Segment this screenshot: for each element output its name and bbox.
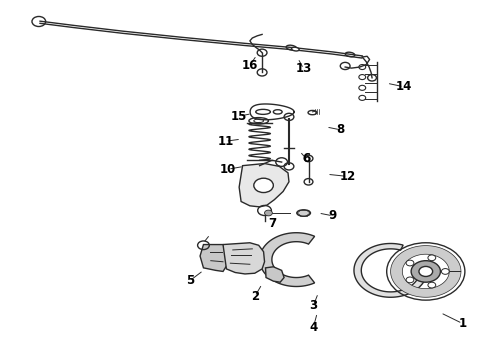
Circle shape [441, 269, 449, 274]
Text: 3: 3 [309, 299, 318, 312]
Text: 13: 13 [295, 62, 312, 75]
Circle shape [411, 261, 441, 282]
Ellipse shape [256, 109, 270, 114]
Polygon shape [260, 233, 315, 287]
Polygon shape [391, 246, 461, 297]
Polygon shape [223, 243, 265, 274]
Text: 16: 16 [242, 59, 258, 72]
Circle shape [265, 210, 272, 216]
Text: 2: 2 [251, 290, 259, 303]
Text: 15: 15 [231, 110, 247, 123]
Text: 14: 14 [395, 80, 412, 93]
Text: 9: 9 [329, 210, 337, 222]
Polygon shape [354, 243, 425, 297]
Circle shape [428, 255, 436, 261]
Circle shape [254, 178, 273, 193]
Ellipse shape [297, 210, 311, 216]
Ellipse shape [292, 47, 299, 51]
Text: 11: 11 [218, 135, 234, 148]
Polygon shape [239, 163, 289, 207]
Text: 8: 8 [336, 123, 344, 136]
Text: 1: 1 [458, 317, 466, 330]
Text: 12: 12 [340, 170, 356, 183]
Polygon shape [200, 244, 233, 271]
Text: 4: 4 [309, 320, 318, 333]
Text: 6: 6 [302, 152, 310, 165]
Text: 10: 10 [220, 163, 236, 176]
Circle shape [419, 266, 433, 276]
Circle shape [406, 277, 414, 283]
Polygon shape [266, 267, 284, 282]
Circle shape [406, 260, 414, 266]
Text: 7: 7 [268, 216, 276, 230]
Text: 5: 5 [186, 274, 195, 287]
Ellipse shape [273, 110, 282, 114]
Circle shape [428, 282, 436, 288]
